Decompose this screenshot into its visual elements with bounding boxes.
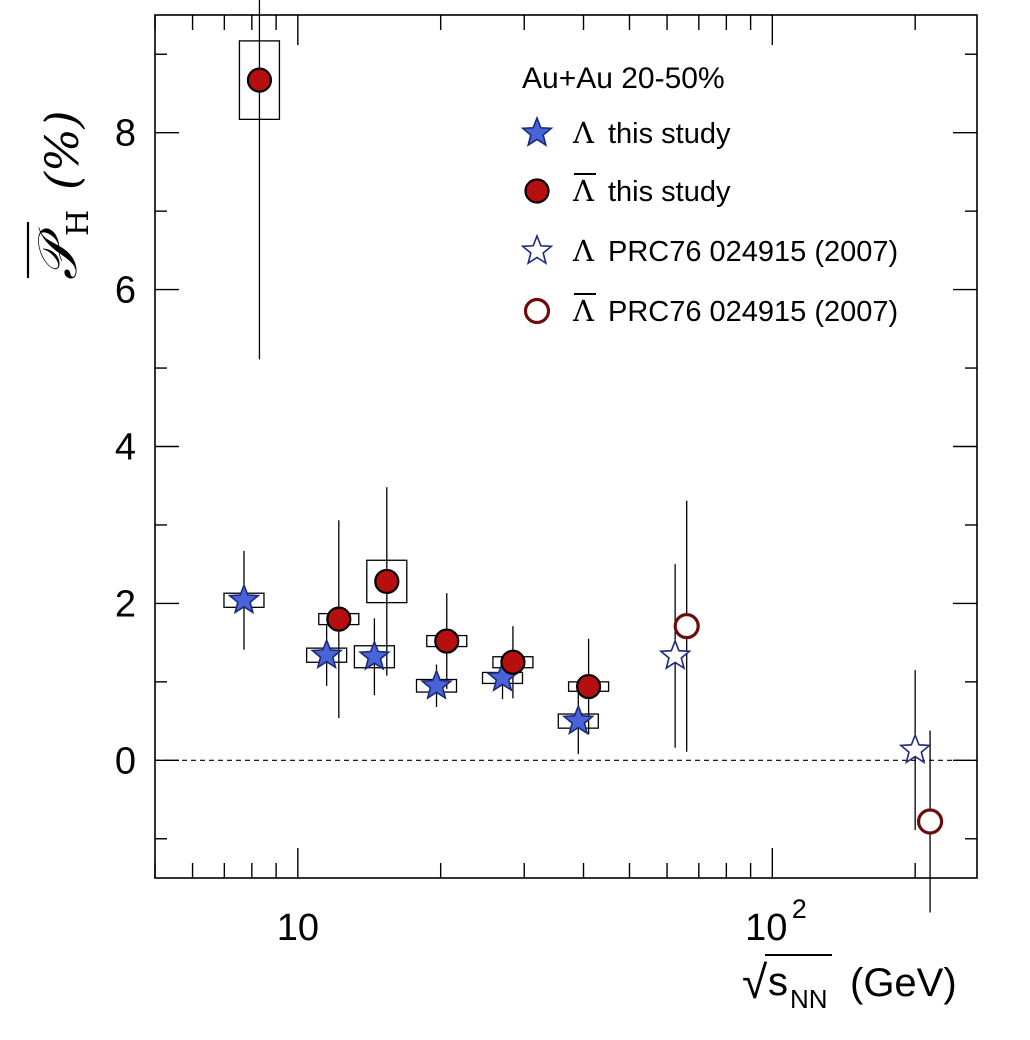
x-axis-variable: s	[768, 960, 788, 1004]
antilambda_this-point	[246, 67, 273, 93]
systematic-box	[366, 559, 408, 604]
y-tick-label: 2	[115, 583, 136, 625]
legend: Au+Au 20-50% Λ this study Λ this study Λ PRC76…	[520, 62, 898, 328]
legend-marker-antilambda_prc	[523, 297, 551, 325]
y-tick-label: 4	[115, 427, 136, 469]
lambda_prc-point	[898, 732, 932, 765]
y-tick-label: 8	[115, 113, 136, 155]
antilambda_this-point	[500, 649, 526, 675]
legend-symbol: Λ	[572, 116, 595, 150]
antilambda_this-point	[434, 628, 460, 654]
legend-label: this study	[608, 176, 731, 208]
x-tick-label-100: 10	[745, 907, 787, 949]
lambda_this-point	[561, 703, 595, 736]
x-tick-label-100-exponent: 2	[792, 894, 807, 924]
legend-symbol: Λ	[572, 294, 595, 328]
x-axis-unit: (GeV)	[850, 961, 957, 1005]
x-axis-sqrt-symbol: √	[742, 956, 768, 1008]
y-axis-label: 𝒫H(%)	[26, 110, 96, 280]
legend-label: PRC76 024915 (2007)	[608, 296, 898, 328]
legend-symbol: Λ	[572, 234, 595, 268]
antilambda_prc-point	[916, 808, 944, 835]
antilambda_this-point	[326, 606, 352, 632]
systematic-box	[238, 40, 281, 120]
lambda_this-point	[310, 638, 343, 670]
antilambda_this-point	[374, 568, 400, 595]
y-axis-subscript: H	[61, 210, 96, 236]
antilambda_prc-point	[673, 613, 700, 640]
legend-label: PRC76 024915 (2007)	[608, 236, 898, 268]
legend-marker-antilambda_this	[524, 178, 550, 204]
axis-labels: √ s NN (GeV)𝒫H(%)	[26, 110, 957, 1014]
lambda_this-point	[358, 639, 391, 671]
data-layer	[223, 0, 944, 913]
lambda_this-point	[420, 668, 453, 700]
y-tick-label: 0	[115, 740, 136, 782]
legend-marker-lambda_prc	[520, 233, 554, 265]
legend-header: Au+Au 20-50%	[522, 62, 725, 95]
legend-symbol: Λ	[572, 174, 595, 208]
x-tick-label-10: 10	[277, 907, 319, 949]
antilambda_this-point	[575, 673, 602, 700]
plot-frame	[154, 14, 978, 879]
legend-label: this study	[608, 118, 731, 150]
legend-marker-lambda_this	[520, 115, 554, 147]
y-axis-unit: (%)	[35, 110, 89, 190]
lambda_prc-point	[658, 638, 692, 670]
x-axis-subscript: NN	[790, 984, 828, 1014]
lambda_this-point	[227, 583, 261, 615]
y-tick-label: 6	[115, 270, 136, 312]
